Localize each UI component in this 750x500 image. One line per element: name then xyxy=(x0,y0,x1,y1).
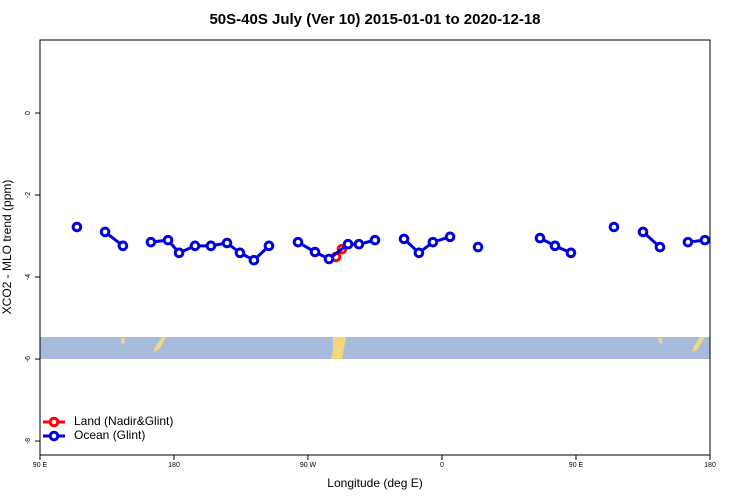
y-axis-label: XCO2 - MLO trend (ppm) xyxy=(0,180,14,315)
data-point xyxy=(398,233,410,245)
land-patch xyxy=(331,337,346,359)
data-point xyxy=(369,234,381,246)
data-point xyxy=(221,237,233,249)
x-tick-label: 90 E xyxy=(33,462,48,469)
data-point xyxy=(699,234,711,246)
data-point xyxy=(309,246,321,258)
data-point xyxy=(234,247,246,259)
x-tick-label: 90 E xyxy=(569,462,584,469)
chart-title: 50S-40S July (Ver 10) 2015-01-01 to 2020… xyxy=(209,11,540,28)
legend-marker xyxy=(48,430,60,442)
data-point xyxy=(549,240,561,252)
y-tick-label: -4 xyxy=(25,274,32,280)
land-patch xyxy=(658,338,662,344)
data-point xyxy=(353,238,365,250)
x-tick-label: 90 W xyxy=(300,462,317,469)
x-axis-label: Longitude (deg E) xyxy=(327,476,422,490)
land-patch xyxy=(154,337,166,352)
legend-marker xyxy=(48,416,60,428)
land-patch xyxy=(692,337,705,352)
data-point xyxy=(608,221,620,233)
data-point xyxy=(682,236,694,248)
data-point xyxy=(637,226,649,238)
x-tick-label: 180 xyxy=(168,462,180,469)
data-point xyxy=(263,240,275,252)
data-point xyxy=(71,221,83,233)
data-point xyxy=(117,240,129,252)
ocean-strip xyxy=(40,337,710,359)
legend-label: Land (Nadir&Glint) xyxy=(74,414,173,428)
data-point xyxy=(248,254,260,266)
y-tick-label: -8 xyxy=(25,438,32,444)
data-point xyxy=(189,240,201,252)
data-point xyxy=(205,240,217,252)
data-point xyxy=(413,247,425,259)
data-point xyxy=(444,231,456,243)
x-tick-label: 0 xyxy=(440,462,444,469)
x-tick-label: 180 xyxy=(704,462,716,469)
data-point xyxy=(162,234,174,246)
data-point xyxy=(342,238,354,250)
data-point xyxy=(472,241,484,253)
legend-label: Ocean (Glint) xyxy=(74,428,145,442)
data-point xyxy=(565,247,577,259)
data-point xyxy=(427,236,439,248)
data-point xyxy=(654,241,666,253)
map-strip xyxy=(40,337,710,359)
data-point xyxy=(173,247,185,259)
data-point xyxy=(534,232,546,244)
data-point xyxy=(292,236,304,248)
y-tick-label: -6 xyxy=(25,356,32,362)
data-point xyxy=(323,253,335,265)
land-patch xyxy=(121,338,125,344)
data-point xyxy=(99,226,111,238)
plot-frame xyxy=(39,39,711,456)
y-tick-label: -2 xyxy=(25,192,32,198)
y-tick-label: 0 xyxy=(25,111,32,115)
data-point xyxy=(145,236,157,248)
